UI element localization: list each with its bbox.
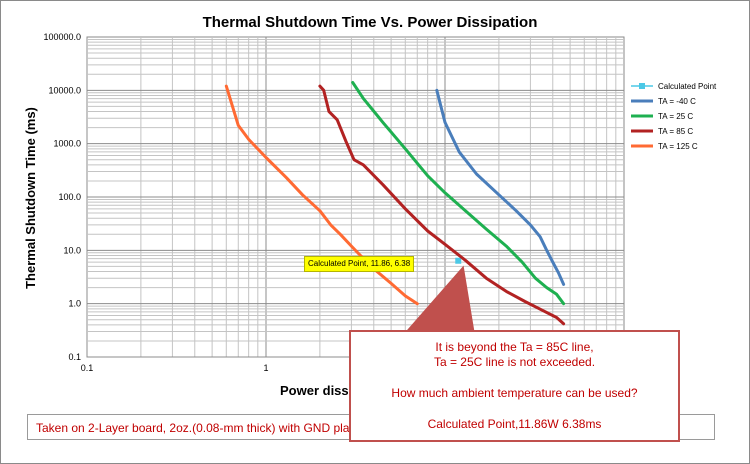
y-tick-label: 10000.0 xyxy=(48,85,81,95)
y-tick-label: 1000.0 xyxy=(53,139,81,149)
legend-label-ta-125-c: TA = 125 C xyxy=(658,142,698,151)
callout-line-3: How much ambient temperature can be used… xyxy=(391,386,638,400)
callout-line-4: Calculated Point,11.86W 6.38ms xyxy=(427,417,602,431)
calculated-point-label: Calculated Point, 11.86, 6.38 xyxy=(304,256,415,272)
legend: Calculated Point TA = -40 C TA = 25 C TA = … xyxy=(631,82,717,151)
chart-title: Thermal Shutdown Time Vs. Power Dissipat… xyxy=(203,14,538,31)
legend-label-ta-85-c: TA = 85 C xyxy=(658,127,693,136)
y-tick-label: 100000.0 xyxy=(43,32,81,42)
calculated-point-marker xyxy=(455,257,462,264)
legend-label-ta-40-c: TA = -40 C xyxy=(658,97,696,106)
callout-box: It is beyond the Ta = 85C line, Ta = 25C… xyxy=(349,330,680,442)
y-tick-label: 1.0 xyxy=(68,299,81,309)
callout-line-2: Ta = 25C line is not exceeded. xyxy=(433,355,596,369)
series-layer xyxy=(224,81,566,326)
y-tick-label: 10.0 xyxy=(63,245,81,255)
y-tick-label: 0.1 xyxy=(68,352,81,362)
y-tick-label: 100.0 xyxy=(58,192,81,202)
callout-line-1: It is beyond the Ta = 85C line, xyxy=(435,340,594,354)
series-line-ta-25-c xyxy=(351,81,566,306)
series-line-ta-85-c xyxy=(318,84,566,326)
grid-lines xyxy=(86,37,624,358)
legend-label-ta-25-c: TA = 25 C xyxy=(658,112,693,121)
x-tick-label: 1 xyxy=(263,363,268,373)
series-line-ta-40-c xyxy=(435,88,566,286)
legend-label-calculated-point: Calculated Point xyxy=(658,82,717,91)
series-line-ta-125-c xyxy=(224,84,419,306)
x-tick-label: 0.1 xyxy=(81,363,94,373)
y-axis-title: Thermal Shutdown Time (ms) xyxy=(23,107,38,289)
legend-marker-calculated-point xyxy=(639,83,645,89)
